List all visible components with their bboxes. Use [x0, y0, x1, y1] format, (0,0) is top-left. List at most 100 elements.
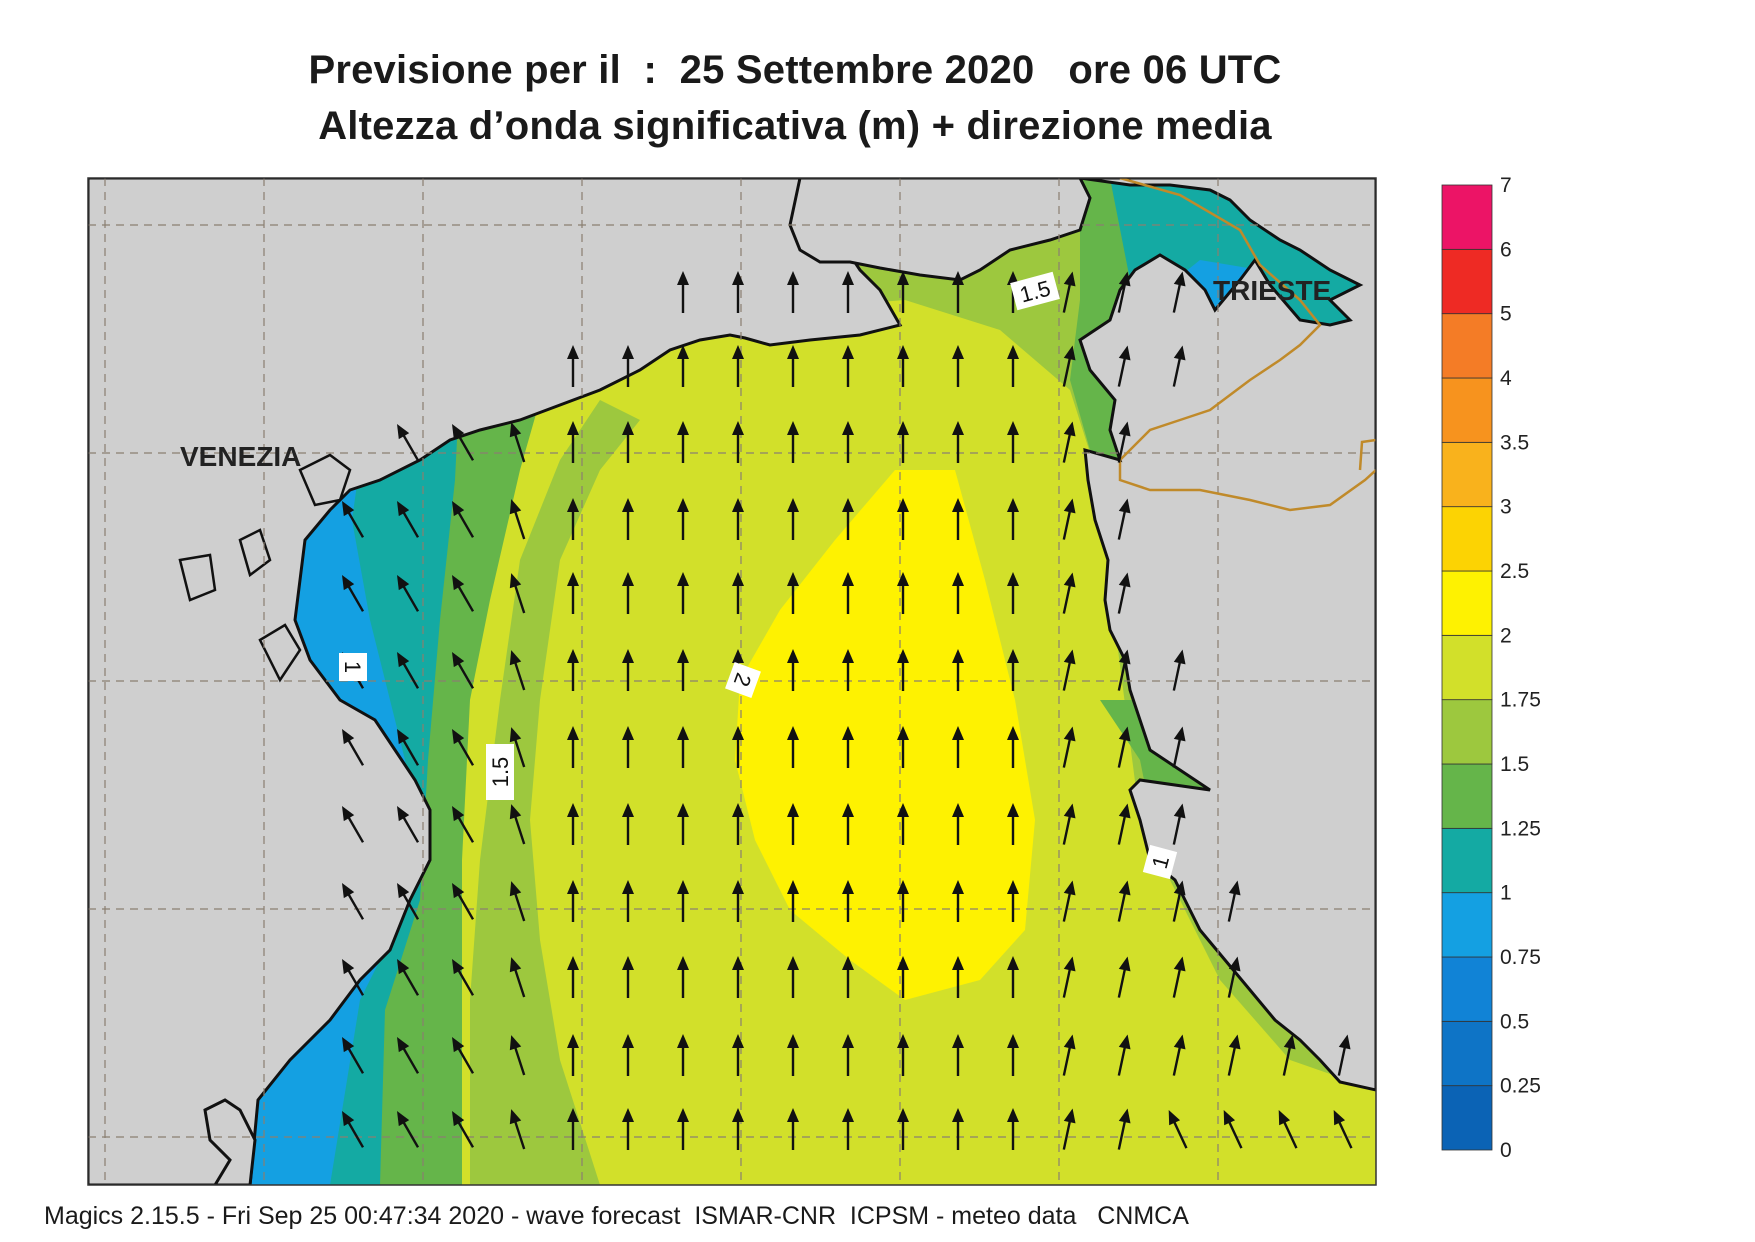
wave-direction-arrow-icon	[1007, 572, 1019, 614]
colorbar-swatch	[1441, 699, 1493, 765]
wave-direction-arrow-icon	[1007, 649, 1019, 691]
wave-direction-arrow-icon	[1062, 726, 1076, 768]
wave-direction-arrow-icon	[397, 728, 420, 766]
wave-direction-arrow-icon	[342, 958, 365, 996]
wave-direction-arrow-icon	[1117, 726, 1131, 768]
wave-direction-arrow-icon	[1062, 271, 1076, 313]
wave-direction-arrow-icon	[1117, 880, 1131, 922]
wave-direction-arrow-icon	[842, 498, 854, 540]
wave-direction-arrow-icon	[1117, 345, 1131, 387]
wave-direction-arrow-icon	[567, 1108, 579, 1150]
wave-direction-arrow-icon	[787, 421, 799, 463]
colorbar-swatch	[1441, 763, 1493, 829]
wave-direction-arrow-icon	[677, 726, 689, 768]
title-line-1: Previsione per il : 25 Settembre 2020 or…	[308, 48, 1282, 92]
wave-direction-arrow-icon	[732, 421, 744, 463]
contour-label-1-5-west: 1.5	[488, 757, 513, 788]
wave-direction-arrow-icon	[842, 421, 854, 463]
wave-direction-arrow-icon	[842, 1034, 854, 1076]
map-frame	[87, 177, 1377, 1186]
contour-label-1-west: 1	[340, 661, 365, 673]
wave-direction-arrow-icon	[677, 956, 689, 998]
wave-direction-arrow-icon	[342, 805, 365, 843]
colorbar-tick-label: 0	[1500, 1139, 1512, 1162]
colorbar-tick-label: 1.75	[1500, 689, 1541, 712]
colorbar-tick-label: 3.5	[1500, 431, 1529, 454]
wave-direction-arrow-icon	[567, 1034, 579, 1076]
wave-direction-arrow-icon	[1223, 1110, 1243, 1149]
wave-direction-arrow-icon	[1117, 498, 1131, 540]
wave-direction-arrow-icon	[1117, 649, 1131, 691]
wave-direction-arrow-icon	[567, 880, 579, 922]
wave-direction-arrow-icon	[1117, 572, 1131, 614]
wave-direction-arrow-icon	[1007, 803, 1019, 845]
wave-direction-arrow-icon	[397, 651, 420, 689]
border-line	[1118, 178, 1376, 512]
colorbar-tick-label: 0.5	[1500, 1010, 1529, 1033]
wave-direction-arrow-icon	[567, 726, 579, 768]
wave-direction-arrow-icon	[897, 345, 909, 387]
wave-direction-arrow-icon	[509, 727, 526, 768]
wave-direction-arrow-icon	[1007, 1108, 1019, 1150]
wave-direction-arrow-icon	[787, 345, 799, 387]
wave-direction-arrow-icon	[1062, 1108, 1076, 1150]
wave-direction-arrow-icon	[677, 649, 689, 691]
wave-direction-arrows	[342, 271, 1353, 1150]
land-southwest	[88, 1098, 257, 1185]
wave-direction-arrow-icon	[1282, 1034, 1296, 1076]
colorbar-swatch	[1441, 248, 1493, 315]
wave-direction-arrow-icon	[842, 880, 854, 922]
wave-direction-arrow-icon	[897, 649, 909, 691]
wave-direction-arrow-icon	[732, 498, 744, 540]
colorbar-tick-label: 1.25	[1500, 817, 1541, 840]
wave-direction-arrow-icon	[622, 803, 634, 845]
wave-direction-arrow-icon	[677, 803, 689, 845]
wave-direction-arrow-icon	[342, 500, 365, 538]
wave-direction-arrow-icon	[1007, 1034, 1019, 1076]
wave-direction-arrow-icon	[567, 572, 579, 614]
wave-direction-arrow-icon	[342, 574, 365, 612]
wave-direction-arrow-icon	[509, 499, 526, 540]
place-label-venezia: VENEZIA	[180, 441, 301, 472]
wave-direction-arrow-icon	[509, 422, 526, 463]
wave-direction-arrow-icon	[897, 803, 909, 845]
wave-direction-arrow-icon	[732, 271, 744, 313]
wave-direction-arrow-icon	[1117, 421, 1131, 463]
wave-direction-arrow-icon	[1007, 345, 1019, 387]
colorbar-swatch	[1441, 1020, 1493, 1087]
wave-direction-arrow-icon	[1007, 880, 1019, 922]
wave-direction-arrow-icon	[1227, 1034, 1241, 1076]
wave-direction-arrow-icon	[452, 728, 475, 766]
wave-direction-arrow-icon	[567, 421, 579, 463]
colorbar-swatch	[1441, 506, 1493, 572]
wave-direction-arrow-icon	[1117, 271, 1131, 313]
wave-direction-arrow-icon	[842, 572, 854, 614]
wave-direction-arrow-icon	[397, 500, 420, 538]
wave-direction-arrow-icon	[622, 345, 634, 387]
wave-direction-arrow-icon	[732, 956, 744, 998]
wave-direction-arrow-icon	[952, 345, 964, 387]
wave-direction-arrow-icon	[509, 881, 526, 922]
wave-direction-arrow-icon	[452, 651, 475, 689]
colorbar-swatch	[1441, 377, 1493, 443]
wave-direction-arrow-icon	[952, 1108, 964, 1150]
wave-direction-arrow-icon	[787, 956, 799, 998]
wave-direction-arrow-icon	[452, 574, 475, 612]
colorbar-swatch	[1441, 892, 1493, 958]
wave-direction-arrow-icon	[1062, 572, 1076, 614]
wave-direction-arrow-icon	[397, 958, 420, 996]
wave-direction-arrow-icon	[567, 649, 579, 691]
colorbar-swatch	[1441, 827, 1493, 894]
wave-direction-arrow-icon	[1007, 498, 1019, 540]
wave-direction-arrow-icon	[897, 880, 909, 922]
wave-direction-arrow-icon	[787, 726, 799, 768]
wave-direction-arrow-icon	[842, 345, 854, 387]
wave-direction-arrow-icon	[787, 649, 799, 691]
colorbar-swatch	[1441, 1085, 1493, 1151]
wave-direction-arrow-icon	[397, 882, 420, 920]
wave-direction-arrow-icon	[1227, 880, 1241, 922]
wave-direction-arrow-icon	[509, 650, 526, 691]
wave-direction-arrow-icon	[342, 1036, 365, 1074]
wave-direction-arrow-icon	[397, 574, 420, 612]
wave-direction-arrow-icon	[622, 956, 634, 998]
